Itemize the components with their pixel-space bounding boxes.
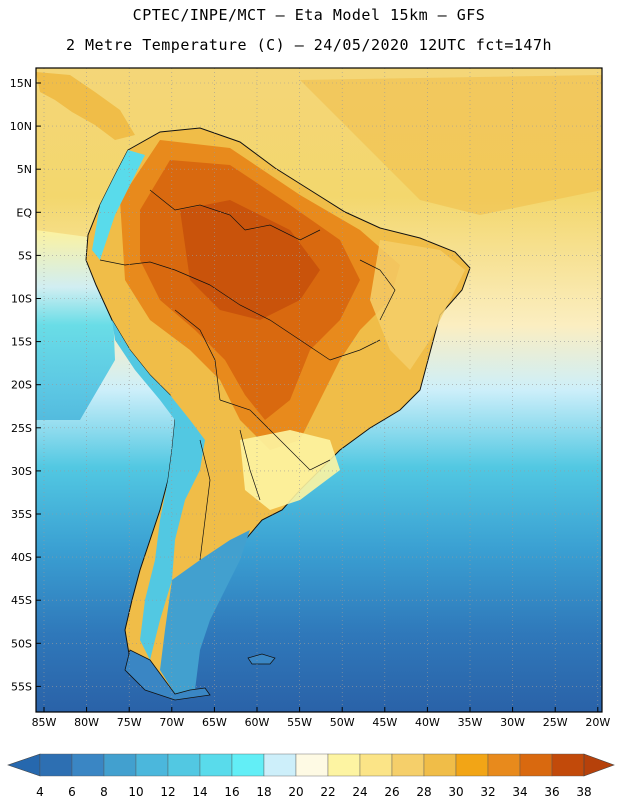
colorbar-tick-label: 12	[160, 785, 175, 799]
colorbar-swatch	[391, 753, 425, 777]
lon-label: 35W	[458, 716, 483, 729]
colorbar-tick-label: 32	[480, 785, 495, 799]
colorbar-swatch	[39, 753, 73, 777]
hottest-core	[180, 200, 320, 320]
southern-andes-cold	[112, 320, 205, 660]
southern-mild-zone	[240, 430, 340, 510]
colorbar-tick-label: 14	[192, 785, 207, 799]
colorbar-swatch	[135, 753, 169, 777]
northeast-warm-zone	[370, 240, 465, 370]
lon-label: 80W	[74, 716, 99, 729]
colorbar-swatch	[551, 753, 585, 777]
colorbar-tick-label: 30	[448, 785, 463, 799]
colorbar-swatch	[423, 753, 457, 777]
colorbar-swatch	[519, 753, 553, 777]
colorbar-tick-label: 20	[288, 785, 303, 799]
lon-label: 55W	[287, 716, 312, 729]
colorbar	[7, 753, 615, 777]
lat-label: 35S	[11, 508, 32, 521]
graticule	[36, 68, 602, 712]
lat-label: 50S	[11, 637, 32, 650]
falkland-islands	[247, 653, 276, 665]
colorbar-swatch	[167, 753, 201, 777]
lon-label: 50W	[330, 716, 355, 729]
lon-label: 85W	[32, 716, 57, 729]
country-borders	[99, 189, 396, 561]
tropical-atlantic-band	[300, 75, 602, 215]
lon-label: 70W	[159, 716, 184, 729]
colorbar-tick-label: 38	[576, 785, 591, 799]
colorbar-low-arrow	[7, 753, 41, 777]
colorbar-swatch	[327, 753, 361, 777]
lon-label: 30W	[500, 716, 525, 729]
lat-label: 5S	[18, 249, 32, 262]
colorbar-tick-label: 28	[416, 785, 431, 799]
lon-label: 65W	[202, 716, 227, 729]
colorbar-swatch	[199, 753, 233, 777]
lat-label: 20S	[11, 379, 32, 392]
map-frame	[35, 67, 603, 713]
lat-label: 55S	[11, 680, 32, 693]
lat-label: 15S	[11, 336, 32, 349]
patagonia-cool-zone	[160, 530, 250, 694]
colorbar-tick-label: 8	[100, 785, 108, 799]
colorbar-swatch	[295, 753, 329, 777]
lon-label: 60W	[245, 716, 270, 729]
colorbar-tick-label: 16	[224, 785, 239, 799]
colorbar-swatch	[103, 753, 137, 777]
central-america	[36, 72, 135, 140]
lat-label: 10N	[10, 120, 32, 133]
colorbar-swatch	[71, 753, 105, 777]
lon-label: 75W	[117, 716, 142, 729]
colorbar-tick-label: 36	[544, 785, 559, 799]
lat-label: 30S	[11, 465, 32, 478]
map-title: CPTEC/INPE/MCT – Eta Model 15km – GFS	[132, 6, 486, 24]
tierra-del-fuego	[124, 649, 211, 701]
lon-label: 40W	[415, 716, 440, 729]
northern-andes-cold	[92, 150, 145, 260]
lat-label: 5N	[17, 163, 32, 176]
colorbar-tick-label: 10	[128, 785, 143, 799]
lon-label: 45W	[372, 716, 397, 729]
lon-label: 20W	[585, 716, 610, 729]
lat-label: 40S	[11, 551, 32, 564]
colorbar-tick-label: 22	[320, 785, 335, 799]
colorbar-tick-label: 18	[256, 785, 271, 799]
lat-label: 15N	[10, 77, 32, 90]
colorbar-swatch	[487, 753, 521, 777]
colorbar-swatch	[455, 753, 489, 777]
colorbar-tick-label: 24	[352, 785, 367, 799]
colorbar-swatch	[359, 753, 393, 777]
map-subtitle: 2 Metre Temperature (C) – 24/05/2020 12U…	[65, 36, 553, 54]
lat-label: 10S	[11, 293, 32, 306]
colorbar-tick-label: 34	[512, 785, 527, 799]
lon-label: 25W	[543, 716, 568, 729]
lat-label: EQ	[16, 206, 32, 219]
colorbar-tick-label: 6	[68, 785, 76, 799]
colorbar-swatch	[263, 753, 297, 777]
colorbar-tick-label: 4	[36, 785, 44, 799]
lat-label: 45S	[11, 594, 32, 607]
colorbar-swatch	[231, 753, 265, 777]
lat-label: 25S	[11, 422, 32, 435]
colorbar-tick-label: 26	[384, 785, 399, 799]
colorbar-high-arrow	[583, 753, 615, 777]
